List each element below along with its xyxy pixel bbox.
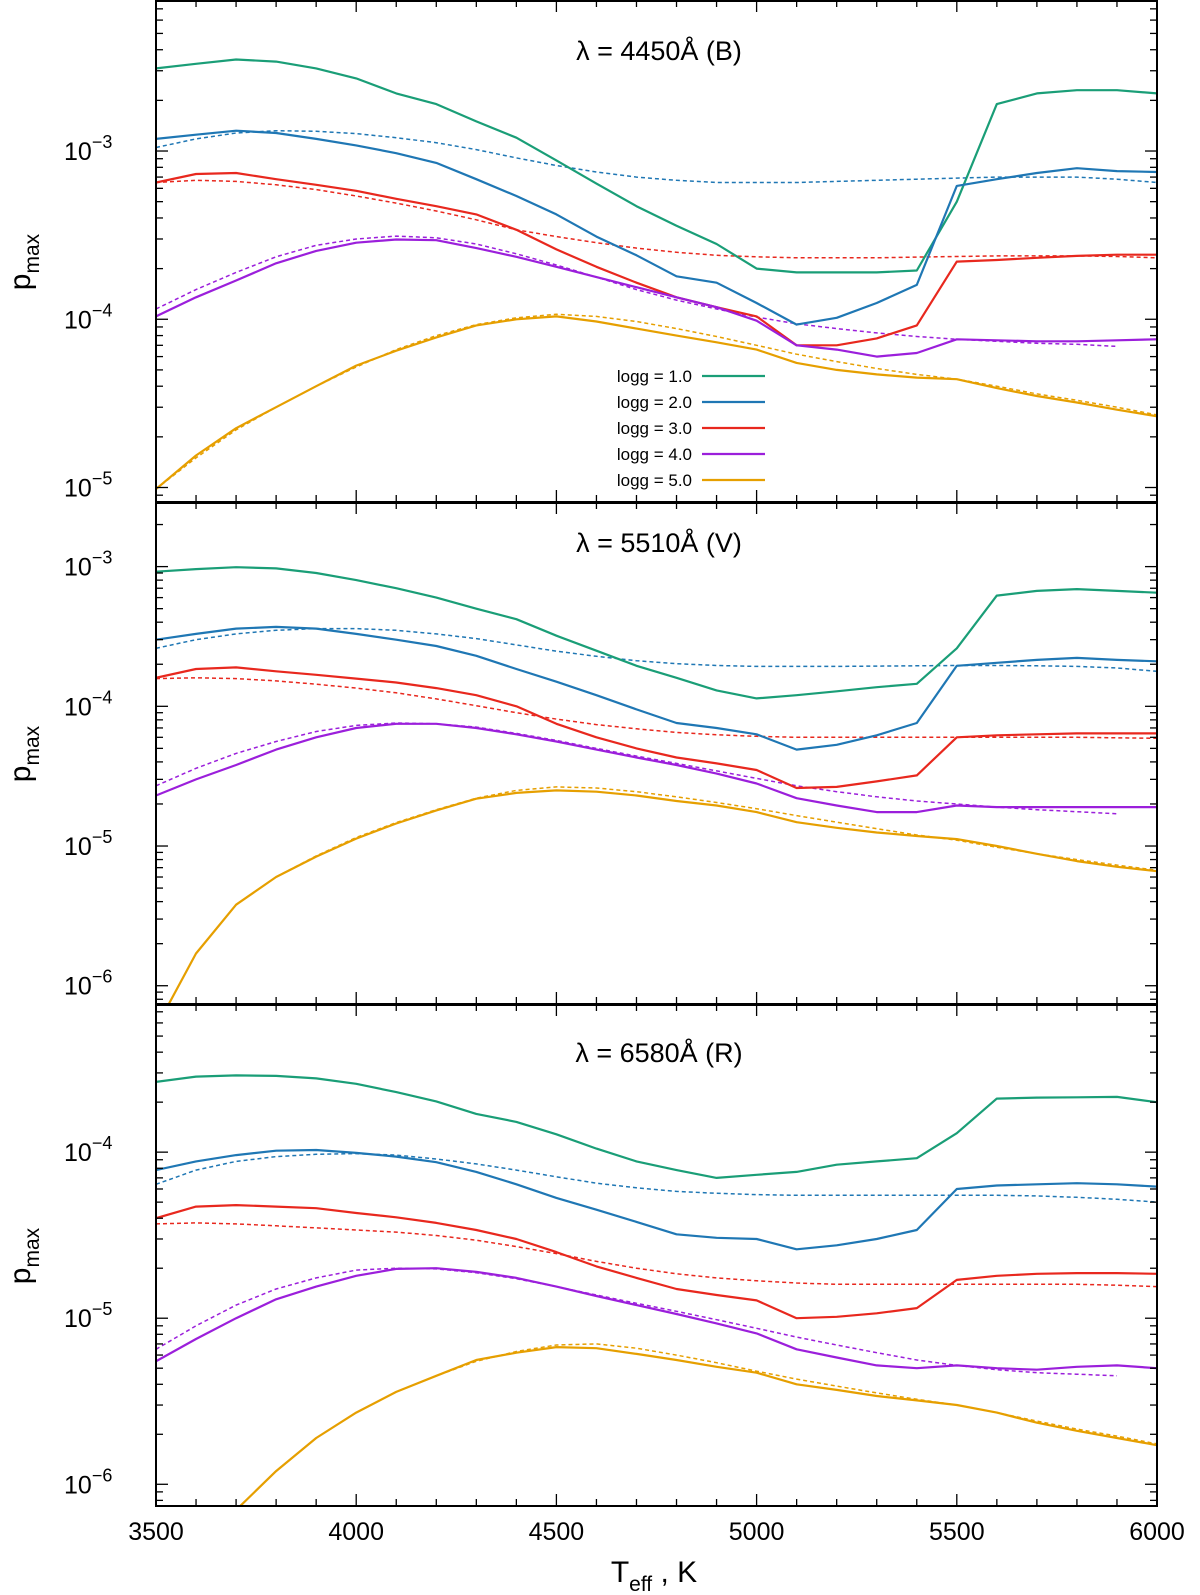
ytick-mantissa: 10: [64, 474, 92, 502]
panel-2-series-1: [156, 566, 1157, 700]
x-tick-label-3500: 3500: [128, 1518, 184, 1546]
panel-3-series-1: [156, 1074, 1157, 1179]
panel-3-series-4: [156, 1267, 1157, 1371]
ytick-exponent: −3: [92, 548, 113, 568]
ytick-mantissa: 10: [64, 693, 92, 721]
panel-1-series-5: [156, 315, 1157, 490]
legend-label-1: logg = 1.0: [617, 367, 692, 386]
ytick-mantissa: 10: [64, 1139, 92, 1167]
panel-2-series-2: [156, 625, 1157, 751]
panel-3-series-3: [156, 1204, 1157, 1320]
panel-2-ylabel-sub: max: [21, 725, 44, 765]
ytick-mantissa: 10: [64, 306, 92, 334]
x-axis-title-rest: , K: [652, 1556, 697, 1589]
panel-3-ylabel: pmax: [4, 1227, 44, 1284]
ytick-mantissa: 10: [64, 833, 92, 861]
panel-1: 10−510−410−3: [64, 0, 1158, 503]
panel-1-title: λ = 4450Å (B): [576, 35, 742, 66]
panel-1-ytick-label-1: 10−5: [64, 468, 112, 502]
panels: 10−510−410−310−610−510−410−310−610−510−4…: [64, 0, 1185, 1546]
panel-1-ytick-label-3: 10−3: [64, 132, 112, 166]
panel-2-data: [156, 566, 1157, 1004]
x-tick-label-6000: 6000: [1129, 1518, 1185, 1546]
panel-3: 10−610−510−4: [64, 1004, 1158, 1507]
panel-1-ylabel-sub: max: [21, 233, 44, 273]
legend: logg = 1.0 logg = 2.0 logg = 3.0 logg = …: [617, 367, 765, 490]
ytick-mantissa: 10: [64, 973, 92, 1001]
panel-1-fit-4: [156, 235, 1118, 348]
ytick-exponent: −6: [92, 1465, 113, 1485]
legend-label-4: logg = 4.0: [617, 445, 692, 464]
panel-2-series-5: [167, 789, 1157, 1004]
ytick-exponent: −5: [92, 468, 113, 488]
panel-2-ytick-label-4: 10−3: [64, 548, 112, 582]
panel-3-data: [156, 1074, 1157, 1506]
panel-1-fit-2: [156, 129, 1157, 184]
panel-2-series-4: [156, 722, 1157, 814]
ytick-exponent: −5: [92, 1299, 113, 1319]
legend-label-3: logg = 3.0: [617, 419, 692, 438]
panel-3-ytick-label-1: 10−6: [64, 1465, 112, 1499]
panel-3-title: λ = 6580Å (R): [575, 1037, 742, 1068]
panel-2-series-3: [156, 666, 1157, 790]
panel-3-ytick-label-3: 10−4: [64, 1133, 112, 1167]
x-axis-title: Teff , K: [611, 1556, 697, 1595]
legend-label-5: logg = 5.0: [617, 471, 692, 490]
ytick-exponent: −4: [92, 687, 113, 707]
x-tick-label-4500: 4500: [529, 1518, 585, 1546]
ytick-mantissa: 10: [64, 1305, 92, 1333]
panel-3-series-5: [238, 1346, 1157, 1506]
ytick-mantissa: 10: [64, 138, 92, 166]
panel-3-fit-2: [156, 1152, 1157, 1203]
panel-1-fit-3: [156, 179, 1157, 259]
ytick-mantissa: 10: [64, 1471, 92, 1499]
panel-3-ytick-label-2: 10−5: [64, 1299, 112, 1333]
panel-2-fit-4: [156, 722, 1118, 815]
panel-1-ytick-label-2: 10−4: [64, 300, 112, 334]
panel-1-series-4: [156, 238, 1157, 358]
panel-1-series-1: [156, 58, 1157, 274]
panel-2-ylabel: pmax: [4, 725, 44, 782]
panel-2-fit-3: [156, 677, 1157, 740]
panel-1-ylabel-main: p: [4, 274, 37, 291]
panel-3-series-2: [156, 1148, 1157, 1251]
ytick-exponent: −6: [92, 967, 113, 987]
panel-1-series-2: [156, 129, 1157, 326]
x-tick-label-5500: 5500: [929, 1518, 985, 1546]
panel-2-ytick-label-3: 10−4: [64, 687, 112, 721]
x-axis-title-main: T: [611, 1556, 629, 1589]
x-tick-label-5000: 5000: [729, 1518, 785, 1546]
ytick-exponent: −5: [92, 827, 113, 847]
panel-3-ylabel-main: p: [4, 1268, 37, 1285]
panel-1-data: [156, 58, 1157, 490]
panel-2-ylabel-main: p: [4, 766, 37, 783]
x-tick-label-4000: 4000: [328, 1518, 384, 1546]
ytick-mantissa: 10: [64, 554, 92, 582]
panel-2-ytick-label-2: 10−5: [64, 827, 112, 861]
panel-1-ylabel: pmax: [4, 233, 44, 290]
x-axis-title-sub: eff: [629, 1573, 652, 1595]
ytick-exponent: −3: [92, 132, 113, 152]
panel-3-frame: [155, 1004, 1158, 1507]
ytick-exponent: −4: [92, 1133, 113, 1153]
panel-3-ylabel-sub: max: [21, 1227, 44, 1267]
legend-label-2: logg = 2.0: [617, 393, 692, 412]
panel-2-ytick-label-1: 10−6: [64, 967, 112, 1001]
panel-1-series-3: [156, 171, 1157, 347]
panel-2: 10−610−510−410−3: [64, 502, 1158, 1005]
panel-2-title: λ = 5510Å (V): [576, 527, 742, 558]
ytick-exponent: −4: [92, 300, 113, 320]
